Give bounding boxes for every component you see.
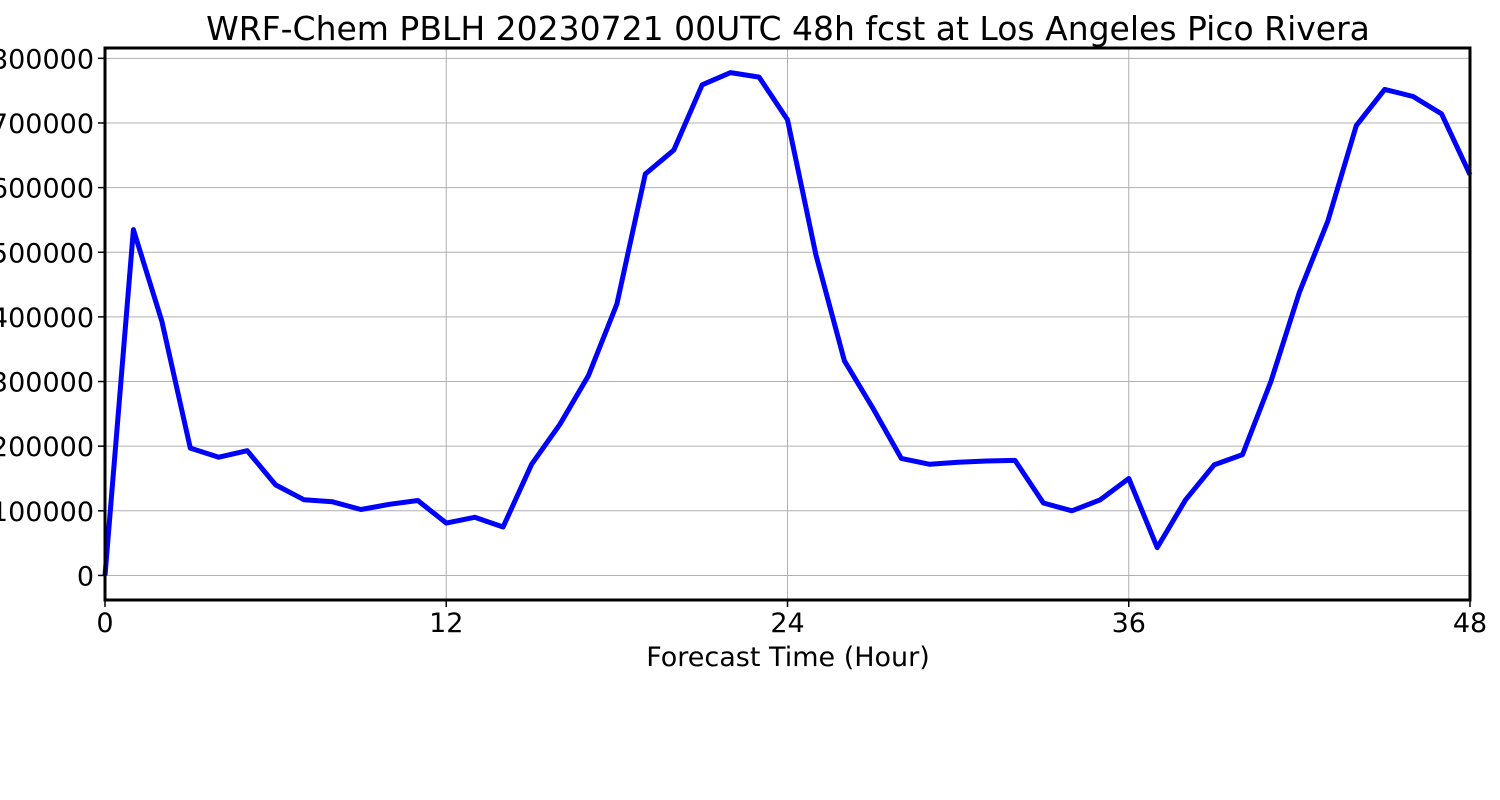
- x-tick-label: 0: [96, 608, 113, 639]
- axis-ticks: 0 12 24 36 48 0 100000 200000 300000 400000 500000…: [0, 44, 1487, 639]
- y-tick-label: 800000: [0, 44, 94, 75]
- y-tick-label: 300000: [0, 368, 94, 399]
- y-tick-label: 700000: [0, 109, 94, 140]
- y-tick-label: 0: [77, 561, 94, 592]
- x-tick-label: 12: [429, 608, 463, 639]
- y-tick-label: 400000: [0, 303, 94, 334]
- x-tick-label: 36: [1112, 608, 1146, 639]
- y-tick-label: 100000: [0, 497, 94, 528]
- y-tick-label: 200000: [0, 432, 94, 463]
- x-axis-label: Forecast Time (Hour): [646, 642, 930, 673]
- y-tick-label: 500000: [0, 238, 94, 269]
- pblh-series-line: [102, 70, 1473, 576]
- y-tick-label: 600000: [0, 174, 94, 205]
- series-layer: [102, 70, 1473, 576]
- x-tick-label: 48: [1453, 608, 1487, 639]
- chart-title: WRF-Chem PBLH 20230721 00UTC 48h fcst at…: [206, 9, 1370, 48]
- x-tick-label: 24: [770, 608, 804, 639]
